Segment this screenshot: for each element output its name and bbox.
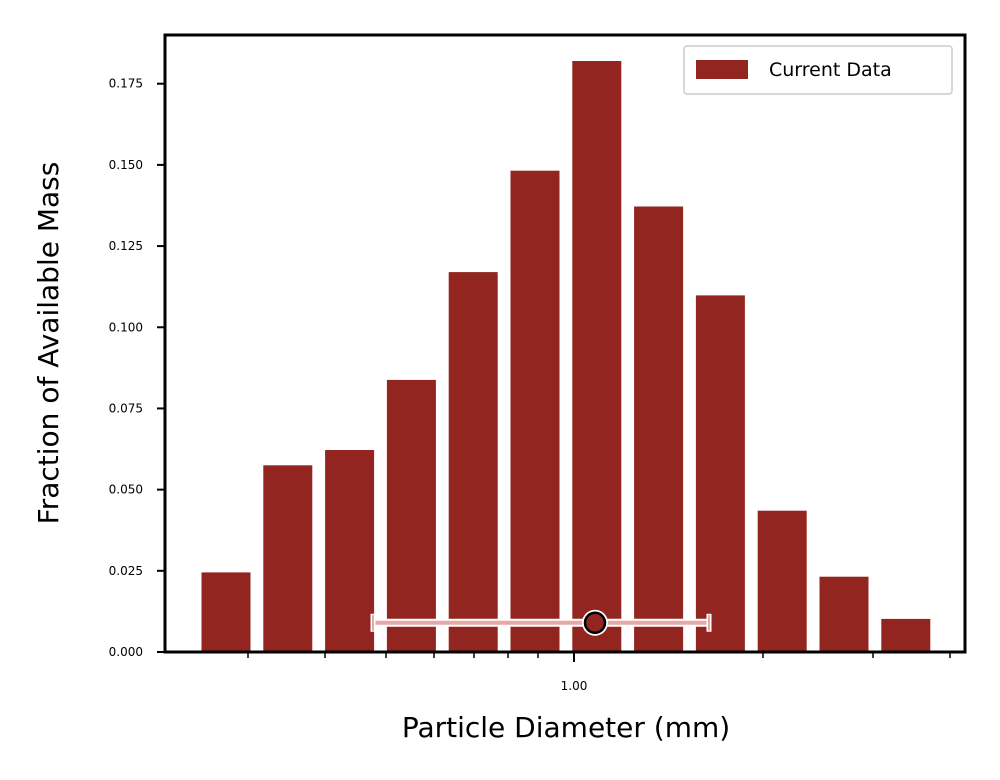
legend-box [683, 45, 953, 95]
bar-8 [634, 206, 684, 652]
bar-7 [572, 61, 622, 652]
bar-3 [325, 450, 375, 652]
bar-10 [757, 510, 807, 652]
y-tick-label-3: 0.050 [109, 483, 143, 497]
bar-2 [263, 465, 313, 652]
y-tick-label-6: 0.125 [109, 239, 143, 253]
bars-group [201, 61, 931, 652]
y-tick-label-7: 0.150 [109, 158, 143, 172]
y-axis-ticks: 0.000 0.025 0.050 0.075 0.100 0.125 0.150 0.175 [109, 77, 165, 659]
bar-4 [386, 379, 436, 652]
y-tick-label-1: 0.000 [109, 645, 143, 659]
y-tick-label-2: 0.025 [109, 564, 143, 578]
x-axis-label: Particle Diameter (mm) [402, 711, 730, 744]
bar-5 [448, 272, 498, 652]
bar-1 [201, 572, 251, 652]
errorbar-annotation [370, 609, 712, 636]
errorbar-marker [583, 611, 607, 635]
y-tick-label-4: 0.075 [109, 401, 143, 415]
legend-label: Current Data [769, 59, 892, 81]
legend-swatch [696, 60, 748, 79]
y-tick-label-5: 0.100 [109, 320, 143, 334]
x-axis-ticks: 1.00 [247, 652, 951, 693]
bar-9 [695, 295, 745, 652]
x-tick-label-1: 1.00 [561, 679, 588, 693]
bar-12 [881, 618, 931, 652]
y-tick-label-8: 0.175 [109, 77, 143, 91]
y-axis-label: Fraction of Available Mass [32, 162, 65, 525]
bar-11 [819, 576, 869, 652]
bar-6 [510, 170, 560, 652]
plot-frame [163, 33, 967, 654]
legend: Current Data [683, 45, 953, 95]
